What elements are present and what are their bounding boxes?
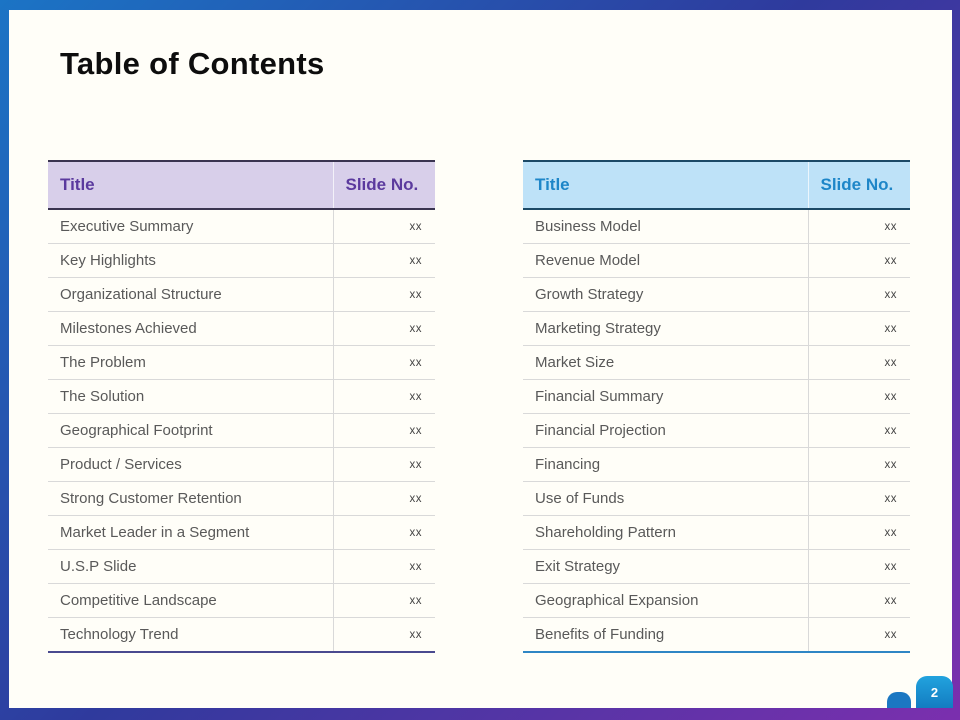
row-slide-no: xx xyxy=(332,345,435,380)
row-title: Executive Summary xyxy=(48,209,333,244)
table-row: Financial Projection xx xyxy=(523,413,910,448)
table-row: Benefits of Funding xx xyxy=(523,617,910,653)
row-title: Strong Customer Retention xyxy=(48,481,333,516)
row-title: Market Size xyxy=(523,345,808,380)
table-row: U.S.P Slide xx xyxy=(48,549,435,584)
row-title: Financial Projection xyxy=(523,413,808,448)
row-slide-no: xx xyxy=(807,617,910,653)
table-row: Geographical Footprint xx xyxy=(48,413,435,448)
row-slide-no: xx xyxy=(807,277,910,312)
row-title: Technology Trend xyxy=(48,617,333,653)
table-row: Shareholding Pattern xx xyxy=(523,515,910,550)
row-slide-no: xx xyxy=(807,583,910,618)
table-row: Growth Strategy xx xyxy=(523,277,910,312)
row-slide-no: xx xyxy=(807,243,910,278)
row-slide-no: xx xyxy=(332,583,435,618)
table-row: Financial Summary xx xyxy=(523,379,910,414)
row-title: Business Model xyxy=(523,209,808,244)
table-row: Market Size xx xyxy=(523,345,910,380)
table-row: Organizational Structure xx xyxy=(48,277,435,312)
table-row: Executive Summary xx xyxy=(48,209,435,244)
table-row: The Problem xx xyxy=(48,345,435,380)
row-title: Benefits of Funding xyxy=(523,617,808,653)
toc-table-left: Title Slide No. Executive Summary xx Key… xyxy=(48,160,435,653)
row-slide-no: xx xyxy=(332,311,435,346)
row-slide-no: xx xyxy=(332,413,435,448)
table-row: Exit Strategy xx xyxy=(523,549,910,584)
page-number: 2 xyxy=(930,684,939,700)
row-title: Organizational Structure xyxy=(48,277,333,312)
row-slide-no: xx xyxy=(332,549,435,584)
row-slide-no: xx xyxy=(332,243,435,278)
row-title: The Solution xyxy=(48,379,333,414)
row-title: Revenue Model xyxy=(523,243,808,278)
column-header-title: Title xyxy=(48,160,333,210)
row-slide-no: xx xyxy=(807,549,910,584)
toc-table-right: Title Slide No. Business Model xx Revenu… xyxy=(523,160,910,653)
table-row: Use of Funds xx xyxy=(523,481,910,516)
row-title: Key Highlights xyxy=(48,243,333,278)
table-row: Business Model xx xyxy=(523,209,910,244)
row-slide-no: xx xyxy=(807,413,910,448)
table-row: Strong Customer Retention xx xyxy=(48,481,435,516)
table-row: Product / Services xx xyxy=(48,447,435,482)
row-title: Shareholding Pattern xyxy=(523,515,808,550)
row-slide-no: xx xyxy=(332,447,435,482)
row-slide-no: xx xyxy=(807,515,910,550)
row-slide-no: xx xyxy=(332,209,435,244)
table-row: Milestones Achieved xx xyxy=(48,311,435,346)
table-row: Revenue Model xx xyxy=(523,243,910,278)
table-row: Marketing Strategy xx xyxy=(523,311,910,346)
row-slide-no: xx xyxy=(332,515,435,550)
table-header-row: Title Slide No. xyxy=(523,160,910,210)
column-header-slide-no: Slide No. xyxy=(807,160,910,210)
column-header-slide-no: Slide No. xyxy=(332,160,435,210)
row-title: Financial Summary xyxy=(523,379,808,414)
row-title: Competitive Landscape xyxy=(48,583,333,618)
row-title: U.S.P Slide xyxy=(48,549,333,584)
row-slide-no: xx xyxy=(807,345,910,380)
row-title: Marketing Strategy xyxy=(523,311,808,346)
table-header-row: Title Slide No. xyxy=(48,160,435,210)
row-slide-no: xx xyxy=(807,209,910,244)
row-slide-no: xx xyxy=(332,277,435,312)
table-row: Financing xx xyxy=(523,447,910,482)
page-title: Table of Contents xyxy=(60,46,325,81)
row-title: Exit Strategy xyxy=(523,549,808,584)
page-number-badge: 2 xyxy=(916,676,953,708)
row-title: Geographical Footprint xyxy=(48,413,333,448)
table-row: Geographical Expansion xx xyxy=(523,583,910,618)
row-title: Market Leader in a Segment xyxy=(48,515,333,550)
column-header-title: Title xyxy=(523,160,808,210)
row-slide-no: xx xyxy=(332,379,435,414)
row-title: The Problem xyxy=(48,345,333,380)
row-title: Growth Strategy xyxy=(523,277,808,312)
table-row: The Solution xx xyxy=(48,379,435,414)
row-title: Product / Services xyxy=(48,447,333,482)
row-slide-no: xx xyxy=(807,311,910,346)
row-slide-no: xx xyxy=(332,481,435,516)
table-row: Key Highlights xx xyxy=(48,243,435,278)
row-title: Geographical Expansion xyxy=(523,583,808,618)
row-slide-no: xx xyxy=(807,379,910,414)
table-row: Competitive Landscape xx xyxy=(48,583,435,618)
row-slide-no: xx xyxy=(332,617,435,653)
row-title: Financing xyxy=(523,447,808,482)
row-title: Milestones Achieved xyxy=(48,311,333,346)
decorative-blob xyxy=(887,692,911,708)
row-slide-no: xx xyxy=(807,447,910,482)
table-row: Market Leader in a Segment xx xyxy=(48,515,435,550)
table-row: Technology Trend xx xyxy=(48,617,435,653)
row-slide-no: xx xyxy=(807,481,910,516)
row-title: Use of Funds xyxy=(523,481,808,516)
